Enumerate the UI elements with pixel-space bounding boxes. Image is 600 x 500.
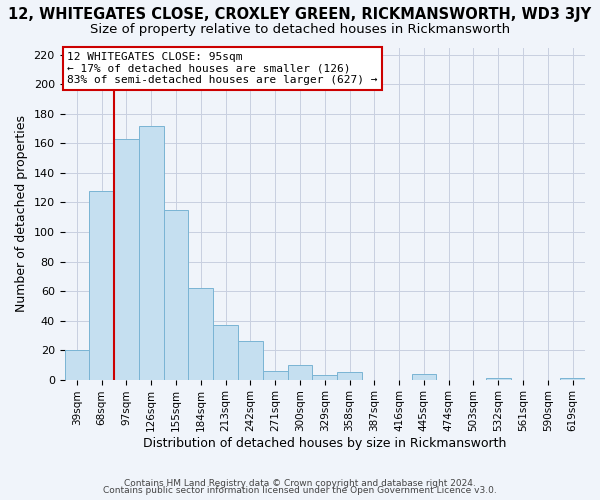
Bar [313,375,337,380]
Y-axis label: Number of detached properties: Number of detached properties [15,115,28,312]
Bar [337,372,362,380]
Bar [486,378,511,380]
Text: Size of property relative to detached houses in Rickmansworth: Size of property relative to detached ho… [90,22,510,36]
Bar [412,374,436,380]
X-axis label: Distribution of detached houses by size in Rickmansworth: Distribution of detached houses by size … [143,437,506,450]
Bar [287,365,313,380]
Bar [65,350,89,380]
Text: Contains HM Land Registry data © Crown copyright and database right 2024.: Contains HM Land Registry data © Crown c… [124,478,476,488]
Bar [188,288,213,380]
Bar [238,341,263,380]
Text: Contains public sector information licensed under the Open Government Licence v3: Contains public sector information licen… [103,486,497,495]
Text: 12, WHITEGATES CLOSE, CROXLEY GREEN, RICKMANSWORTH, WD3 3JY: 12, WHITEGATES CLOSE, CROXLEY GREEN, RIC… [8,8,592,22]
Bar [213,325,238,380]
Bar [263,370,287,380]
Bar [114,139,139,380]
Bar [164,210,188,380]
Text: 12 WHITEGATES CLOSE: 95sqm
← 17% of detached houses are smaller (126)
83% of sem: 12 WHITEGATES CLOSE: 95sqm ← 17% of deta… [67,52,377,85]
Bar [89,190,114,380]
Bar [560,378,585,380]
Bar [139,126,164,380]
